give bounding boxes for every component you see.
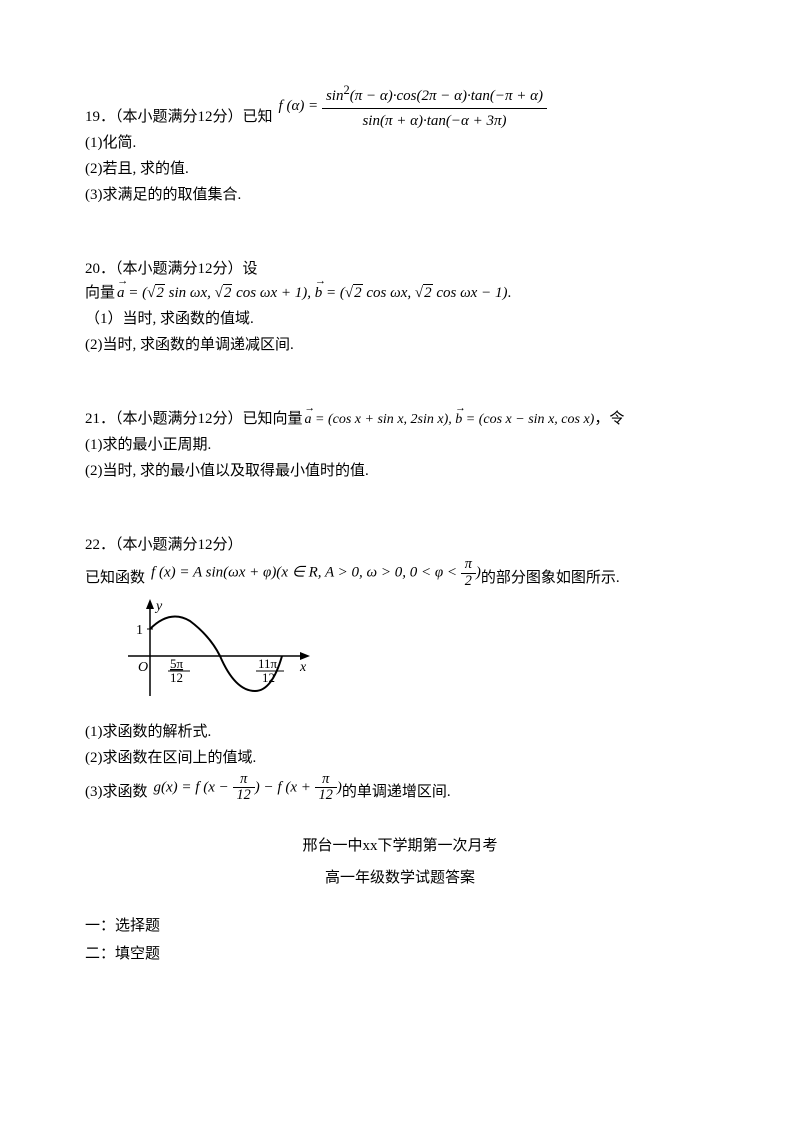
problem-20-header: 20．（本小题满分12分）设 [85, 257, 715, 281]
q19-part2: (2)若且, 求的值. [85, 157, 715, 181]
problem-22: 22．（本小题满分12分） 已知函数 f (x) = A sin(ωx + φ)… [85, 533, 715, 804]
q19-numerator: sin2(π − α)·cos(2π − α)·tan(−π + α) [322, 80, 547, 109]
q22-part1: (1)求函数的解析式. [85, 720, 715, 744]
q22-known-post: 的部分图象如图所示. [481, 566, 620, 590]
problem-22-known: 已知函数 f (x) = A sin(ωx + φ)(x ∈ R, A > 0,… [85, 557, 715, 589]
problem-20: 20．（本小题满分12分）设 向量 a = (2 sin ωx, 2 cos ω… [85, 257, 715, 357]
answer-title: 邢台一中xx下学期第一次月考 [85, 834, 715, 858]
q22-p3-pre: (3)求函数 [85, 780, 148, 804]
problem-19-header: 19．（本小题满分12分）已知 f (α) = sin2(π − α)·cos(… [85, 80, 715, 129]
q22-known-pre: 已知函数 [85, 566, 145, 590]
problem-19-number: 19．（本小题满分12分）已知 [85, 105, 273, 129]
answer-subtitle: 高一年级数学试题答案 [85, 866, 715, 890]
q22-p3-formula: g(x) = f (x − π12) − f (x + π12) [154, 772, 342, 804]
q22-part3: (3)求函数 g(x) = f (x − π12) − f (x + π12) … [85, 772, 715, 804]
q19-part1: (1)化简. [85, 131, 715, 155]
y-axis-label: y [154, 599, 163, 614]
problem-22-header: 22．（本小题满分12分） [85, 533, 715, 557]
answer-section-1: 一：选择题 [85, 914, 715, 938]
origin-label: O [138, 660, 148, 675]
q20-part2: (2)当时, 求函数的单调递减区间. [85, 333, 715, 357]
problem-21-header: 21．（本小题满分12分）已知向量 a = (cos x + sin x, 2s… [85, 407, 715, 431]
x-axis-label: x [299, 660, 307, 675]
y-intercept: 1 [136, 623, 143, 638]
problem-19-formula: f (α) = sin2(π − α)·cos(2π − α)·tan(−π +… [279, 80, 548, 133]
q22-formula: f (x) = A sin(ωx + φ)(x ∈ R, A > 0, ω > … [151, 557, 481, 589]
q22-part2: (2)求函数在区间上的值域. [85, 746, 715, 770]
q21-formula: a = (cos x + sin x, 2sin x), b = (cos x … [305, 409, 595, 431]
q21-part1: (1)求的最小正周期. [85, 433, 715, 457]
q20-prefix: 向量 [85, 281, 115, 305]
q22-p3-post: 的单调递增区间. [342, 780, 451, 804]
problem-20-vectors: 向量 a = (2 sin ωx, 2 cos ωx + 1), b = (2 … [85, 281, 715, 305]
q22-graph: y x O 1 5π 12 11π 12 [120, 596, 715, 714]
problem-19: 19．（本小题满分12分）已知 f (α) = sin2(π − α)·cos(… [85, 80, 715, 207]
q21-prefix: 21．（本小题满分12分）已知向量 [85, 407, 303, 431]
q20-part1: （1）当时, 求函数的值域. [85, 307, 715, 331]
q21-part2: (2)当时, 求的最小值以及取得最小值时的值. [85, 459, 715, 483]
q19-denominator: sin(π + α)·tan(−α + 3π) [322, 109, 547, 133]
answer-section-2: 二：填空题 [85, 942, 715, 966]
q21-suffix: ，令 [594, 407, 624, 431]
q20-formula: a = (2 sin ωx, 2 cos ωx + 1), b = (2 cos… [117, 281, 507, 305]
q19-part3: (3)求满足的的取值集合. [85, 183, 715, 207]
problem-21: 21．（本小题满分12分）已知向量 a = (cos x + sin x, 2s… [85, 407, 715, 483]
sine-graph-svg: y x O 1 5π 12 11π 12 [120, 596, 320, 706]
